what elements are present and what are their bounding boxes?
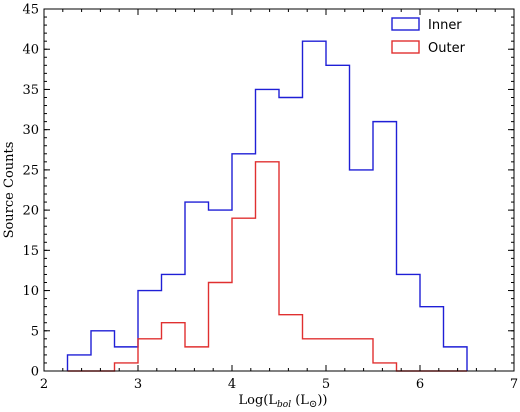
series-inner-line xyxy=(66,40,468,371)
plot-frame xyxy=(43,8,515,372)
x-tick-label: 5 xyxy=(322,377,330,392)
y-tick-label: 45 xyxy=(22,3,39,18)
y-tick-label: 30 xyxy=(22,123,39,138)
series-lines xyxy=(66,40,468,372)
x-tick-label: 7 xyxy=(510,377,518,392)
y-tick-label: 25 xyxy=(22,163,39,178)
y-tick-label: 40 xyxy=(22,43,39,58)
y-axis-label: Source Counts xyxy=(2,142,17,239)
y-tick-label: 0 xyxy=(31,365,39,380)
y-tick-label: 10 xyxy=(22,284,39,299)
x-tick-label: 4 xyxy=(228,377,236,392)
legend-label-outer: Outer xyxy=(428,41,466,56)
legend-swatch-inner xyxy=(391,17,420,31)
legend-label-inner: Inner xyxy=(428,18,462,33)
legend: Inner Outer xyxy=(391,17,466,56)
y-tick-label: 15 xyxy=(22,244,39,259)
series-outer-line xyxy=(67,161,467,372)
x-tick-label: 3 xyxy=(134,377,142,392)
axes xyxy=(43,8,515,372)
tick-marks xyxy=(43,8,515,372)
x-axis-label: Log(Lbol (L⊙)) xyxy=(239,393,328,410)
legend-swatch-outer xyxy=(391,40,420,54)
y-tick-label: 35 xyxy=(22,83,39,98)
x-tick-label: 2 xyxy=(40,377,48,392)
x-tick-label: 6 xyxy=(416,377,424,392)
y-tick-label: 5 xyxy=(31,324,39,339)
y-tick-label: 20 xyxy=(22,204,39,219)
